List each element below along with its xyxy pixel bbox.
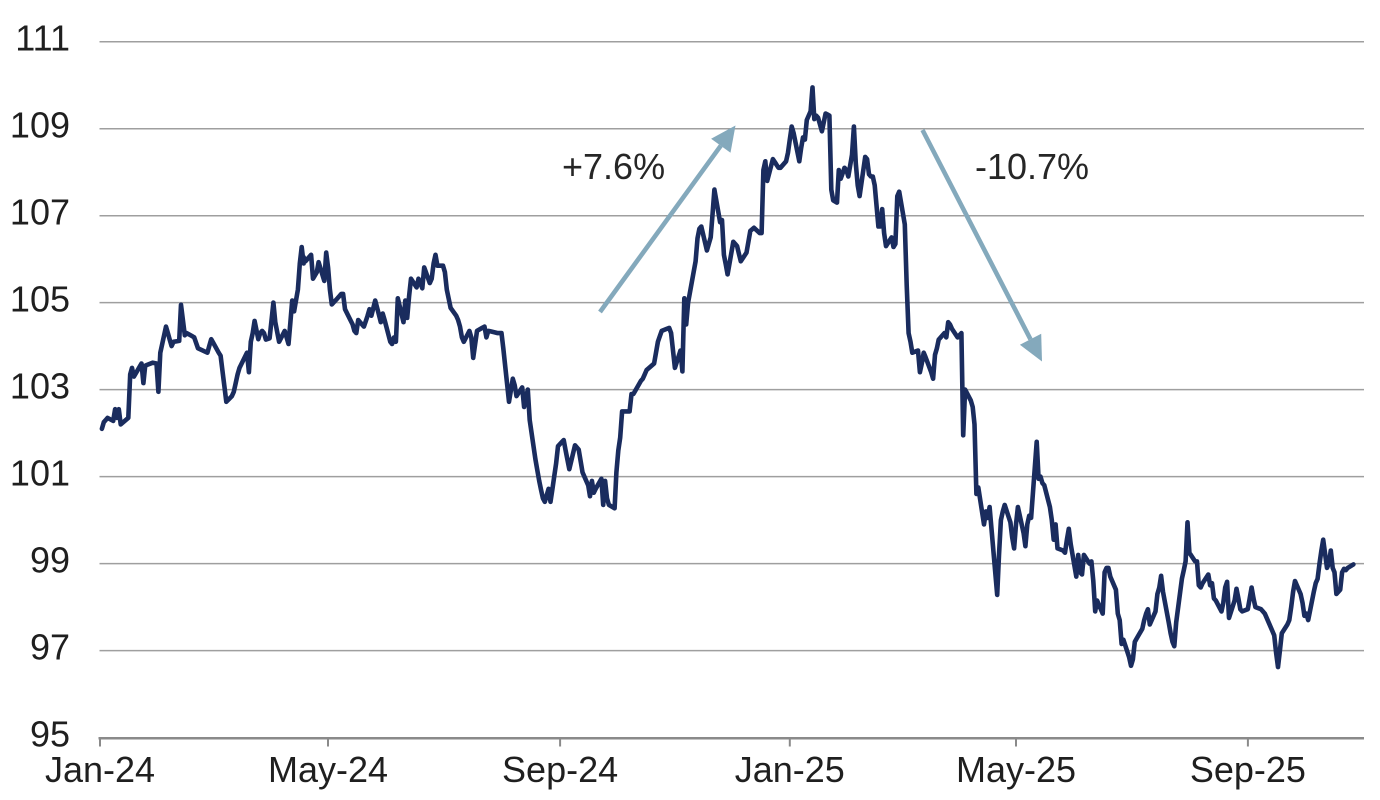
svg-text:Jan-24: Jan-24 [45,749,155,790]
svg-text:109: 109 [10,105,70,146]
svg-text:105: 105 [10,279,70,320]
svg-text:May-25: May-25 [956,749,1076,790]
svg-text:-10.7%: -10.7% [975,146,1089,187]
svg-text:+7.6%: +7.6% [562,146,665,187]
svg-text:May-24: May-24 [268,749,388,790]
svg-text:111: 111 [15,18,70,59]
svg-text:103: 103 [10,366,70,407]
svg-text:Jan-25: Jan-25 [735,749,845,790]
svg-text:107: 107 [10,192,70,233]
svg-text:95: 95 [30,714,70,755]
svg-text:97: 97 [30,627,70,668]
svg-text:101: 101 [10,453,70,494]
svg-text:99: 99 [30,540,70,581]
svg-text:Sep-24: Sep-24 [502,749,618,790]
svg-text:Sep-25: Sep-25 [1190,749,1306,790]
